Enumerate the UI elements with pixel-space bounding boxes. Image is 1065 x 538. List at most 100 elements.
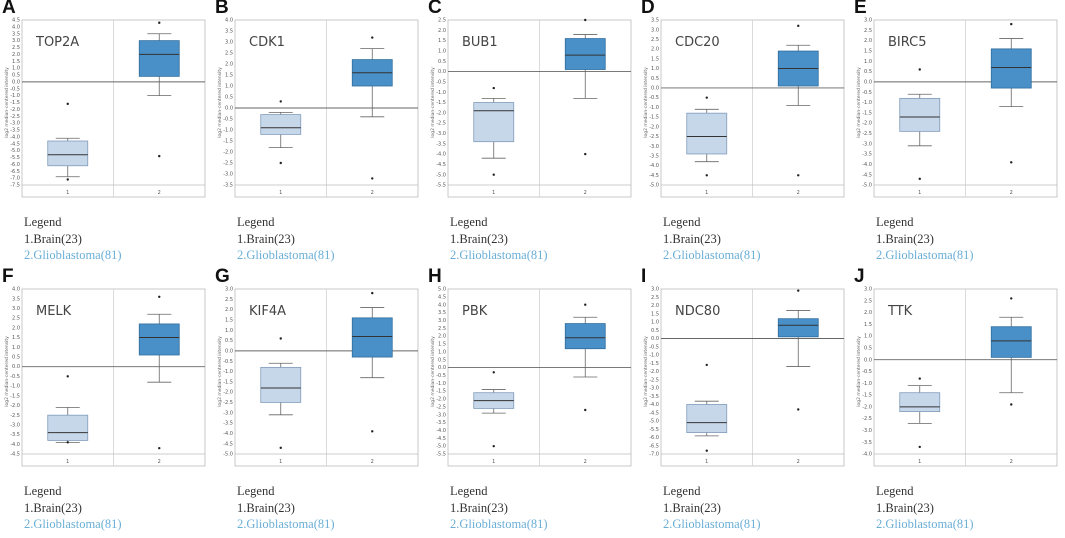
y-tick-label: -3.5 [223, 183, 233, 189]
outlier-point [1010, 403, 1013, 406]
y-tick-label: 3.0 [864, 18, 872, 24]
y-tick-label: -2.0 [649, 369, 659, 375]
outlier-point [492, 444, 495, 448]
y-tick-label: -2.0 [649, 124, 659, 130]
x-category-label: 1 [918, 459, 921, 465]
y-tick-label: 0.5 [864, 346, 872, 352]
y-tick-label: 1.0 [438, 349, 446, 355]
panel-g: 3.0 2.5 2.0 1.5 1.0 0.5 0.0 -0.5 -1.0 -1.5 -2.0 -2.… [213, 266, 426, 538]
y-tick-label: 2.0 [225, 307, 233, 313]
outlier-point [371, 36, 374, 39]
y-tick-label: -1.0 [862, 381, 872, 387]
outlier-point [797, 24, 800, 28]
x-category-label: 1 [918, 190, 921, 196]
outlier-point [66, 102, 69, 106]
y-tick-label: 1.0 [864, 334, 872, 340]
x-category-label: 1 [279, 190, 282, 196]
box-iqr [260, 114, 302, 135]
y-tick-label: -3.5 [862, 152, 872, 158]
legend-group-brain: 1.Brain(23) [450, 500, 508, 515]
y-tick-label: 2.0 [438, 334, 446, 340]
y-tick-label: 4.5 [12, 18, 20, 24]
legend-group-brain: 1.Brain(23) [663, 231, 721, 246]
panel-label: E [854, 0, 867, 18]
y-tick-label: 1.5 [225, 73, 233, 79]
y-tick-label: -2.5 [862, 131, 872, 137]
y-tick-label: -3.5 [10, 128, 20, 134]
boxplot-chart-pbk: 5.04.5 4.0 3.5 3.0 2.5 2.0 1.51.0 0.5 0.0 -0.5 -1.… [430, 287, 632, 467]
y-tick-label: 2.0 [864, 310, 872, 316]
y-tick-label: 3.0 [651, 27, 659, 33]
y-tick-label: -1.5 [862, 110, 872, 116]
box-iqr [686, 404, 728, 433]
y-tick-label: 1.5 [864, 322, 872, 328]
y-tick-label: -4.0 [862, 452, 872, 458]
y-tick-label: 4.0 [12, 287, 20, 293]
y-tick-label: -0.5 [862, 369, 872, 375]
y-tick-label: -6.0 [649, 435, 659, 441]
y-tick-label: -1.5 [436, 100, 446, 106]
y-tick-label: 0.0 [438, 365, 446, 371]
y-tick-label: 2.5 [438, 326, 446, 332]
y-tick-label: -3.5 [10, 432, 20, 438]
box-iqr [47, 140, 89, 167]
y-tick-label: 1.5 [651, 311, 659, 317]
y-tick-label: -3.0 [649, 386, 659, 392]
x-category-label: 1 [492, 190, 495, 196]
x-category-label: 2 [371, 459, 374, 465]
y-tick-label: -4.5 [862, 172, 872, 178]
y-tick-label: -3.0 [223, 410, 233, 416]
y-tick-label: -5.0 [10, 148, 20, 154]
y-tick-label: -7.0 [10, 176, 20, 182]
legend-group-glioblastoma: 2.Glioblastoma(81) [237, 248, 335, 262]
panel-label: A [2, 0, 16, 18]
outlier-point [705, 174, 708, 177]
y-tick-label: 2.5 [225, 297, 233, 303]
y-tick-label: -3.0 [223, 172, 233, 178]
y-tick-label: -0.5 [10, 374, 20, 380]
y-tick-label: -0.5 [862, 90, 872, 96]
box-iqr [564, 38, 606, 70]
y-tick-label: 1.5 [12, 335, 20, 341]
legend-title: Legend [237, 215, 275, 229]
y-tick-label: -2.0 [223, 390, 233, 396]
legend-title: Legend [876, 215, 914, 229]
gene-title: TTK [887, 304, 913, 319]
boxplot-chart-ttk: 3.0 2.5 2.0 1.5 1.0 0.5 0.0 -0.5 -1.0 -1.5 -2.0 -2.… [856, 287, 1058, 467]
y-tick-label: -7.0 [649, 452, 659, 458]
y-tick-label: -1.5 [223, 379, 233, 385]
y-tick-label: -1.0 [436, 90, 446, 96]
outlier-point [66, 441, 69, 444]
y-tick-label: -0.5 [223, 359, 233, 365]
y-tick-label: -1.0 [223, 369, 233, 375]
legend-group-glioblastoma: 2.Glioblastoma(81) [237, 517, 335, 531]
box-iqr [990, 326, 1032, 358]
y-tick-label: -3.0 [649, 144, 659, 150]
x-category-label: 2 [797, 190, 800, 196]
boxplot-chart-kif4a: 3.0 2.5 2.0 1.5 1.0 0.5 0.0 -0.5 -1.0 -1.5 -2.0 -2.… [217, 287, 419, 467]
panel-label: H [428, 266, 442, 287]
legend-group-brain: 1.Brain(23) [24, 500, 82, 515]
outlier-point [584, 18, 587, 22]
y-tick-label: -4.0 [10, 134, 20, 140]
panel-h: 5.0 4.5 4.0 3.5 3.0 2.5 2.0 1.5 1.0 0.5 0.0 -0.5 -1.… [426, 266, 639, 538]
legend-group-glioblastoma: 2.Glioblastoma(81) [24, 517, 122, 531]
outlier-point [158, 154, 161, 158]
panel-label: D [641, 0, 655, 18]
legend: Legend 1.Brain(23) 2.Glioblastoma(81) [237, 483, 335, 533]
y-tick-label: -3.5 [436, 141, 446, 147]
boxplot-chart-cdk1: 4.0 3.5 3.0 2.5 2.0 1.5 1.0 0.5 0.0 -0.5 -1.0 -1.5 -… [217, 18, 419, 198]
y-tick-label: -2.5 [649, 377, 659, 383]
y-tick-label: -2.5 [436, 404, 446, 410]
y-axis-title: log2 median-centered intensity [4, 336, 10, 407]
y-tick-label: -2.0 [10, 107, 20, 113]
y-tick-label: 0.0 [12, 364, 20, 370]
y-tick-label: 4.0 [225, 18, 233, 24]
boxplot-chart-birc5: 3.0 2.5 2.0 1.5 1.0 0.5 0.0 -0.5 -1.0 -1.5 -2.0 -2.… [856, 18, 1058, 198]
outlier-point [492, 86, 495, 90]
y-tick-label: -2.0 [223, 150, 233, 156]
y-tick-label: 1.0 [864, 59, 872, 65]
outlier-point [797, 174, 800, 177]
y-tick-label: -4.5 [436, 436, 446, 442]
y-axis-title: log2 median-centered intensity [643, 336, 649, 407]
